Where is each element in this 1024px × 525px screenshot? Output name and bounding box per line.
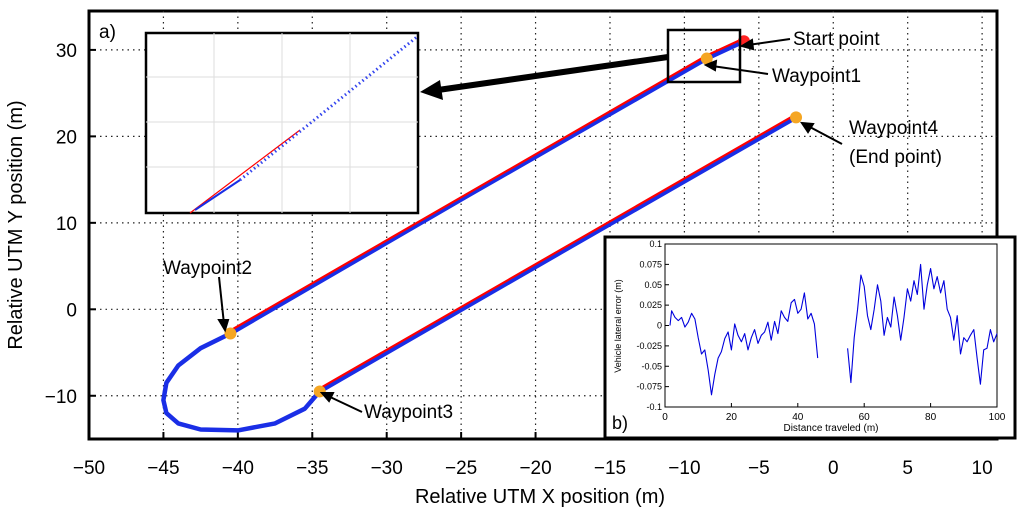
y-tick-label: 20 <box>56 127 77 148</box>
point-waypoint4 <box>790 111 803 124</box>
b-y-tick-label: -0.025 <box>636 341 662 351</box>
annotation-waypoint1: Waypoint1 <box>772 66 861 87</box>
annotation-waypoint4: Waypoint4 <box>849 118 938 139</box>
lateral-error-panel: 0 20 40 60 80 100 -0.1 -0.075 -0.05 -0.025 0 0.025… <box>603 235 1017 440</box>
panel-b-y-axis-label: Vehicle lateral error (m) <box>613 279 623 373</box>
b-y-tick-label: 0.05 <box>644 280 662 290</box>
x-tick-label: 5 <box>902 458 913 479</box>
annotation-end-point: (End point) <box>849 147 942 168</box>
b-x-tick-label: 40 <box>792 412 804 423</box>
b-x-tick-label: 0 <box>662 412 668 423</box>
b-y-tick-label: 0 <box>657 321 662 331</box>
x-tick-label: −15 <box>594 458 626 479</box>
annotation-start-point: Start point <box>793 29 880 50</box>
x-tick-label: −30 <box>371 458 403 479</box>
inset-planned-path <box>189 129 301 214</box>
y-tick-label: 10 <box>56 214 77 235</box>
annotation-waypoint2: Waypoint2 <box>163 258 252 279</box>
main-x-axis-label: Relative UTM X position (m) <box>415 486 665 508</box>
x-tick-label: −20 <box>519 458 551 479</box>
x-tick-label: −45 <box>147 458 179 479</box>
x-tick-label: −40 <box>222 458 254 479</box>
b-x-tick-label: 80 <box>925 412 937 423</box>
vehicle-path-line <box>161 39 799 433</box>
point-waypoint1 <box>700 52 713 65</box>
x-tick-label: 0 <box>828 458 839 479</box>
lateral-error-line-2 <box>847 263 998 385</box>
b-x-tick-label: 60 <box>859 412 871 423</box>
x-tick-label: −50 <box>73 458 105 479</box>
x-tick-label: 10 <box>972 458 993 479</box>
x-tick-label: −35 <box>296 458 328 479</box>
annotation-waypoint3: Waypoint3 <box>364 402 453 423</box>
planned-path-line-2 <box>318 113 798 390</box>
y-tick-label: −10 <box>45 387 77 408</box>
b-y-tick-label: 0.1 <box>649 239 662 249</box>
b-y-tick-label: -0.1 <box>646 402 662 412</box>
main-y-tick-labels: −10 0 10 20 30 <box>45 41 77 408</box>
point-waypoint2 <box>224 327 237 340</box>
b-x-tick-label: 100 <box>989 412 1006 423</box>
zoom-box <box>666 28 742 84</box>
lateral-error-line-1 <box>669 292 819 396</box>
annotation-arrows <box>217 38 843 413</box>
b-x-tick-label: 20 <box>726 412 738 423</box>
x-tick-label: −25 <box>445 458 477 479</box>
zoom-arrow <box>420 54 669 100</box>
panel-label-b: b) <box>612 413 628 433</box>
panel-b-x-tick-labels: 0 20 40 60 80 100 <box>662 403 1006 423</box>
y-tick-label: 0 <box>66 300 77 321</box>
b-y-tick-label: -0.075 <box>636 382 662 392</box>
main-y-axis-label: Relative UTM Y position (m) <box>5 100 27 349</box>
b-y-tick-label: 0.025 <box>639 300 662 310</box>
panel-b-series <box>669 263 998 396</box>
panel-b-axes <box>664 243 998 408</box>
b-y-tick-label: -0.05 <box>641 361 662 371</box>
inset-grid <box>146 33 418 213</box>
x-tick-label: −10 <box>668 458 700 479</box>
x-tick-label: −5 <box>748 458 770 479</box>
panel-b-y-tick-labels: -0.1 -0.075 -0.05 -0.025 0 0.025 0.05 0.075 0.1 <box>636 239 669 412</box>
inset-vehicle-path-solid <box>194 179 241 211</box>
main-x-tick-labels: −50 −45 −40 −35 −30 −25 −20 −15 −10 −5 0 5 10 <box>73 458 993 479</box>
panel-b-x-axis-label: Distance traveled (m) <box>783 423 878 434</box>
inset-zoom-panel <box>144 31 420 215</box>
y-tick-label: 30 <box>56 41 77 62</box>
panel-label-a: a) <box>99 22 116 43</box>
b-y-tick-label: 0.075 <box>639 259 662 269</box>
